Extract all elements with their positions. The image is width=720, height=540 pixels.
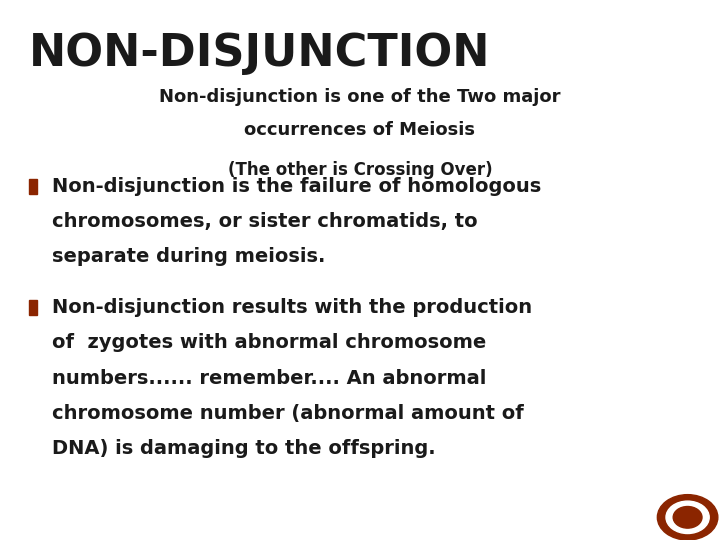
Text: of  zygotes with abnormal chromosome: of zygotes with abnormal chromosome [52,333,486,353]
Text: DNA) is damaging to the offspring.: DNA) is damaging to the offspring. [52,438,436,458]
Text: chromosome number (abnormal amount of: chromosome number (abnormal amount of [52,403,523,423]
Circle shape [657,495,718,540]
Text: separate during meiosis.: separate during meiosis. [52,247,325,266]
Circle shape [673,507,702,528]
Bar [29,300,37,315]
Text: chromosomes, or sister chromatids, to: chromosomes, or sister chromatids, to [52,212,477,231]
Text: NON-DISJUNCTION: NON-DISJUNCTION [29,32,490,76]
Text: (The other is Crossing Over): (The other is Crossing Over) [228,161,492,179]
Text: Non-disjunction is one of the Two major: Non-disjunction is one of the Two major [159,88,561,106]
Text: Non-disjunction results with the production: Non-disjunction results with the product… [52,298,532,318]
Text: Non-disjunction is the failure of homologous: Non-disjunction is the failure of homolo… [52,177,541,196]
Bar [29,179,37,194]
Circle shape [666,501,709,534]
Text: occurrences of Meiosis: occurrences of Meiosis [245,120,475,139]
Text: numbers...... remember.... An abnormal: numbers...... remember.... An abnormal [52,368,486,388]
